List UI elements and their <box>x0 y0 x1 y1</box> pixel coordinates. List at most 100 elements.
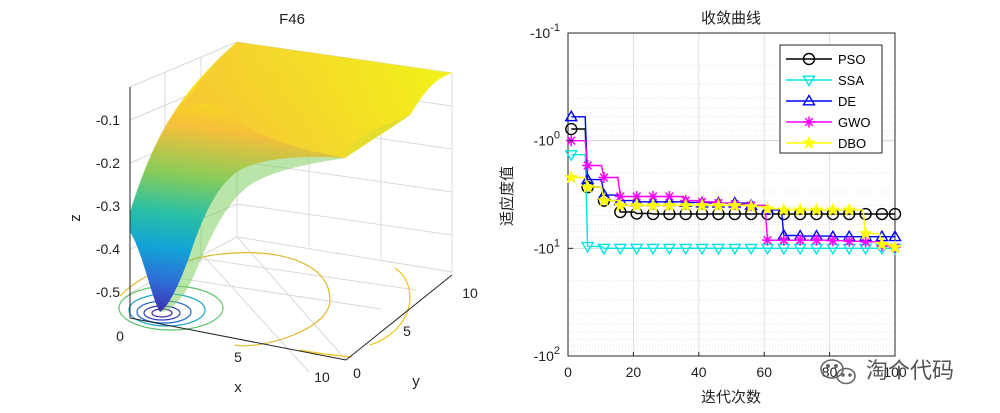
legend-marker-pso <box>802 52 816 66</box>
convergence-title: 收敛曲线 <box>701 10 761 27</box>
convergence-plot: 0 20 40 60 80 100 -10-1-100-101-102 收敛曲线 迭代次数… <box>498 10 907 406</box>
y-tick-label: 0 <box>353 365 361 381</box>
data-point-ssa <box>678 243 693 256</box>
data-point-dbo <box>727 197 742 212</box>
legend-marker-dbo <box>801 135 817 150</box>
data-point-ssa <box>597 243 611 256</box>
data-point-gwo <box>614 190 626 202</box>
data-point-ssa <box>695 243 709 256</box>
data-point-dbo <box>645 197 661 212</box>
y-axis-label: y <box>412 373 420 390</box>
legend-label-gwo: GWO <box>838 115 871 130</box>
series-group <box>564 109 903 256</box>
data-point-ssa <box>629 243 644 256</box>
y-tick-label: -101 <box>534 237 560 256</box>
surface <box>130 42 452 312</box>
x-tick-label: 10 <box>314 369 330 385</box>
data-point-gwo <box>794 234 806 246</box>
legend-label-pso: PSO <box>838 52 865 67</box>
plot-frame <box>567 32 896 357</box>
data-point-ssa <box>564 150 578 162</box>
data-point-ssa <box>728 243 742 256</box>
data-point-gwo <box>631 190 643 202</box>
legend-box <box>779 44 883 154</box>
data-point-dbo <box>711 197 726 212</box>
data-point-ssa <box>613 243 628 256</box>
legend-marker-gwo <box>803 116 815 128</box>
data-point-gwo <box>663 190 675 202</box>
series-pso <box>565 122 902 221</box>
y-tick-labels: 0 5 10 <box>353 285 478 381</box>
data-point-ssa <box>646 243 660 256</box>
data-point-ssa <box>662 243 677 256</box>
data-point-dbo <box>809 202 824 217</box>
watermark-text: 淘个代码 <box>866 358 954 383</box>
z-axis-label: z <box>67 214 84 222</box>
data-point-dbo <box>842 202 857 217</box>
data-point-dbo <box>887 239 903 254</box>
legend-marker-ssa <box>802 75 816 87</box>
legend-label-ssa: SSA <box>838 73 864 88</box>
legend-label-dbo: DBO <box>838 136 866 151</box>
data-point-gwo <box>860 236 872 248</box>
data-point-gwo <box>843 235 855 247</box>
data-point-dbo <box>694 197 710 212</box>
data-point-gwo <box>582 159 594 171</box>
legend-label-de: DE <box>838 94 856 109</box>
surface-title: F46 <box>279 11 305 28</box>
data-point-pso <box>888 207 902 221</box>
x-tick-label: 0 <box>116 328 124 344</box>
data-point-dbo <box>744 199 759 213</box>
data-point-dbo <box>776 202 791 217</box>
z-tick-label: -0.5 <box>96 284 120 300</box>
watermark: 淘个代码 <box>820 358 954 385</box>
data-point-dbo <box>629 197 644 212</box>
y-tick-label: 10 <box>462 285 478 301</box>
legend-marker-de <box>802 94 816 106</box>
wechat-icon <box>820 359 856 385</box>
data-point-dbo <box>760 201 775 216</box>
z-tick-label: -0.3 <box>96 198 120 214</box>
x-tick-label: 100 <box>883 364 907 380</box>
data-point-dbo <box>825 202 840 217</box>
data-point-de <box>564 109 578 122</box>
data-point-gwo <box>761 234 773 246</box>
surface-plot: F46 -0.5 -0.4 -0.3 -0.2 -0.1 0 5 10 0 5 10 z x y <box>67 11 478 396</box>
x-tick-labels: 0 5 10 <box>116 328 330 385</box>
x-tick-label: 40 <box>691 364 707 380</box>
data-point-pso <box>565 122 578 136</box>
data-point-ssa <box>711 243 726 256</box>
data-point-gwo <box>778 234 790 246</box>
z-tick-label: -0.1 <box>96 112 120 128</box>
data-point-pso <box>859 207 872 221</box>
data-point-ssa <box>744 243 758 256</box>
data-point-gwo <box>811 234 823 246</box>
y-tick-label: -10-1 <box>530 22 560 41</box>
data-point-gwo <box>598 172 610 184</box>
data-point-dbo <box>874 236 890 251</box>
series-line-ssa <box>571 153 895 250</box>
x-tick-labels: 0 20 40 60 80 100 <box>564 352 907 380</box>
data-point-dbo <box>793 202 808 217</box>
x-axis-label: x <box>234 379 242 396</box>
x-tick-label: 0 <box>564 364 572 380</box>
z-tick-labels: -0.5 -0.4 -0.3 -0.2 -0.1 <box>96 112 120 300</box>
data-point-ssa <box>580 241 595 254</box>
data-point-dbo <box>580 179 595 194</box>
legend: PSO SSA DE GWO DBO <box>779 44 883 154</box>
y-tick-label: 5 <box>403 323 411 339</box>
convergence-ylabel: 适应度值 <box>498 166 516 226</box>
axes-lines <box>129 87 453 361</box>
z-tick-label: -0.2 <box>96 155 120 171</box>
data-point-dbo <box>613 197 628 212</box>
data-point-pso <box>875 207 889 221</box>
data-point-dbo <box>662 197 677 212</box>
data-point-dbo <box>564 170 579 184</box>
data-point-dbo <box>678 197 693 212</box>
data-point-gwo <box>647 190 659 202</box>
convergence-xlabel: 迭代次数 <box>701 389 761 406</box>
grid-lines <box>567 32 896 356</box>
data-point-gwo <box>827 235 839 247</box>
series-dbo <box>564 170 903 254</box>
